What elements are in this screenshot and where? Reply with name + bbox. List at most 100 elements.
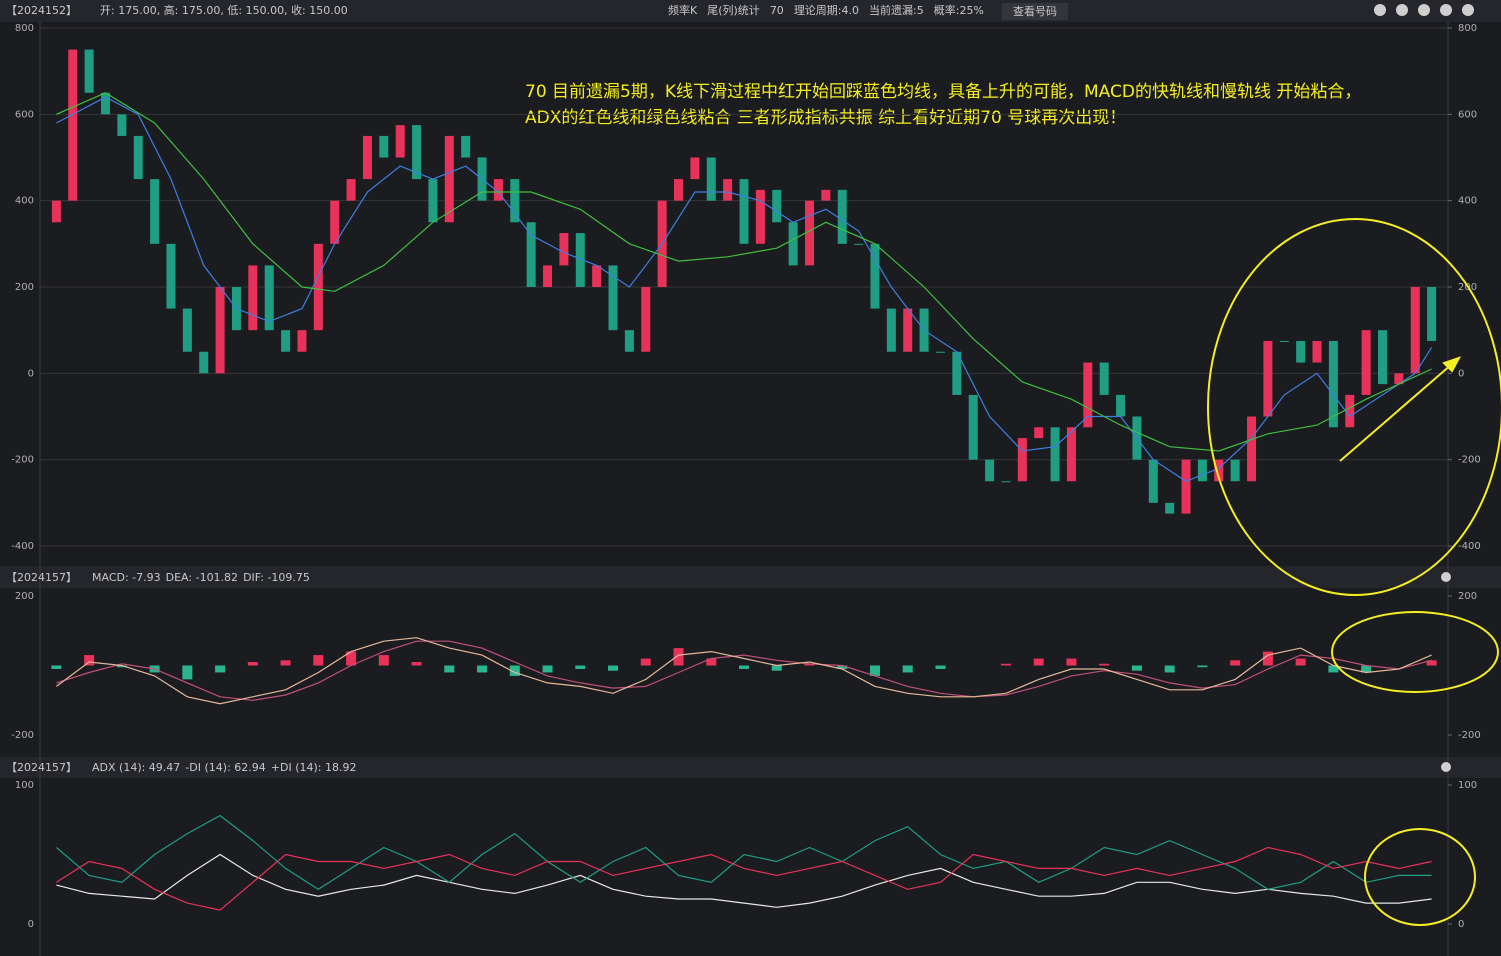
series-line [56, 814, 1432, 891]
y-tick-label: 400 [1458, 196, 1477, 207]
series-line [56, 846, 1432, 911]
y-tick-label: -200 [1458, 455, 1481, 466]
histogram-bar [1131, 665, 1142, 671]
histogram-bar [706, 658, 717, 666]
window-icons[interactable] [1374, 4, 1474, 772]
y-tick-label: 200 [15, 282, 34, 293]
toolbar-item: 理论周期:4.0 [794, 3, 859, 17]
histogram-bar [771, 665, 782, 671]
histogram-bar [1197, 665, 1208, 668]
candle [526, 222, 536, 287]
histogram-bar [1426, 660, 1437, 666]
histogram-bar [575, 665, 586, 669]
histogram-bar [51, 665, 62, 669]
histogram-bar [1033, 658, 1044, 666]
histogram-bar [640, 658, 651, 666]
toolbar-item: 70 [770, 4, 784, 17]
histogram-bar [378, 655, 389, 666]
legend-entry: ADX (14): 49.47 [92, 761, 180, 774]
candle [854, 243, 864, 245]
candle [51, 200, 61, 223]
candle [199, 351, 209, 374]
adx-title: 【2024157】 [6, 761, 77, 774]
main-title: 【2024152】 [6, 4, 77, 17]
candle [362, 135, 372, 180]
histogram-bar [542, 665, 553, 673]
toolbar-item: 当前遗漏:5 [869, 3, 924, 17]
candle [543, 265, 553, 287]
histogram-bar [902, 665, 913, 673]
adx-header [0, 757, 1501, 778]
histogram-bar [477, 665, 488, 673]
candle [248, 265, 258, 331]
candle [608, 265, 618, 331]
candle [985, 459, 995, 482]
legend-entry: DIF: -109.75 [243, 571, 310, 584]
candle [264, 265, 274, 331]
histogram-bar [84, 655, 95, 666]
candle [575, 233, 585, 287]
toolbar-item: 尾(列)统计 [707, 3, 760, 17]
candle [788, 222, 798, 266]
candle [1312, 340, 1322, 363]
candle [1001, 481, 1011, 483]
candle [1361, 330, 1371, 395]
y-tick-label: -200 [11, 455, 34, 466]
candle [1214, 459, 1224, 482]
candle [68, 49, 78, 201]
legend-entry: -DI (14): 62.94 [185, 761, 265, 774]
candle [772, 189, 782, 223]
histogram-bar [935, 665, 946, 669]
histogram-bar [1295, 658, 1306, 666]
candle [182, 308, 192, 352]
y-tick-label: -200 [1458, 730, 1481, 741]
candle [461, 135, 471, 158]
histogram-bar [1262, 651, 1273, 666]
candle [952, 351, 962, 395]
view-button[interactable] [1002, 3, 1068, 20]
y-tick-label: -200 [11, 730, 34, 741]
macd-header [0, 566, 1501, 588]
histogram-bar [280, 660, 291, 666]
toolbar: 频率K 尾(列)统计 70 理论周期:4.0 当前遗漏:5 概率:25% [668, 3, 984, 17]
main-ohlc: 开: 175.00, 高: 175.00, 低: 150.00, 收: 150.… [100, 3, 348, 17]
view-button-label[interactable]: 查看号码 [1013, 4, 1057, 18]
candle [1066, 427, 1076, 482]
candle [330, 200, 340, 244]
candle [886, 308, 896, 352]
candle [1394, 373, 1404, 385]
candle [428, 179, 438, 223]
candle [690, 157, 700, 180]
candle [510, 179, 520, 223]
histogram-bar [346, 651, 357, 666]
y-tick-label: 100 [15, 780, 34, 791]
candle [1083, 362, 1093, 428]
y-tick-label: 600 [1458, 109, 1477, 120]
y-tick-label: 400 [15, 196, 34, 207]
macd-title: 【2024157】 [6, 571, 77, 584]
candle [215, 287, 225, 374]
plots: -400 -400 -200 -200 0 0 200 200 400 400 600 600 800 8… [11, 23, 1480, 930]
candle [1345, 394, 1355, 428]
histogram-bar [869, 665, 880, 676]
histogram-bar [837, 665, 848, 669]
candle [1181, 459, 1191, 514]
candle [1034, 427, 1044, 439]
candle [968, 394, 978, 460]
candle [1263, 340, 1273, 417]
toolbar-item: 概率:25% [934, 3, 984, 17]
candle [1050, 427, 1060, 482]
candle [379, 135, 389, 158]
candle [706, 157, 716, 201]
annotation: 70 目前遗漏5期，K线下滑过程中红开始回踩蓝色均线，具备上升的可能，MACD的… [525, 81, 1361, 102]
legend-entry: DEA: -101.82 [166, 571, 238, 584]
y-tick-label: 800 [1458, 23, 1477, 34]
series-line [56, 853, 1432, 908]
histogram-bar [1328, 665, 1339, 673]
candle [870, 243, 880, 309]
histogram-bar [1000, 663, 1011, 666]
histogram-bar [116, 665, 127, 668]
candle [493, 179, 503, 201]
legend-entry: +DI (14): 18.92 [271, 761, 357, 774]
